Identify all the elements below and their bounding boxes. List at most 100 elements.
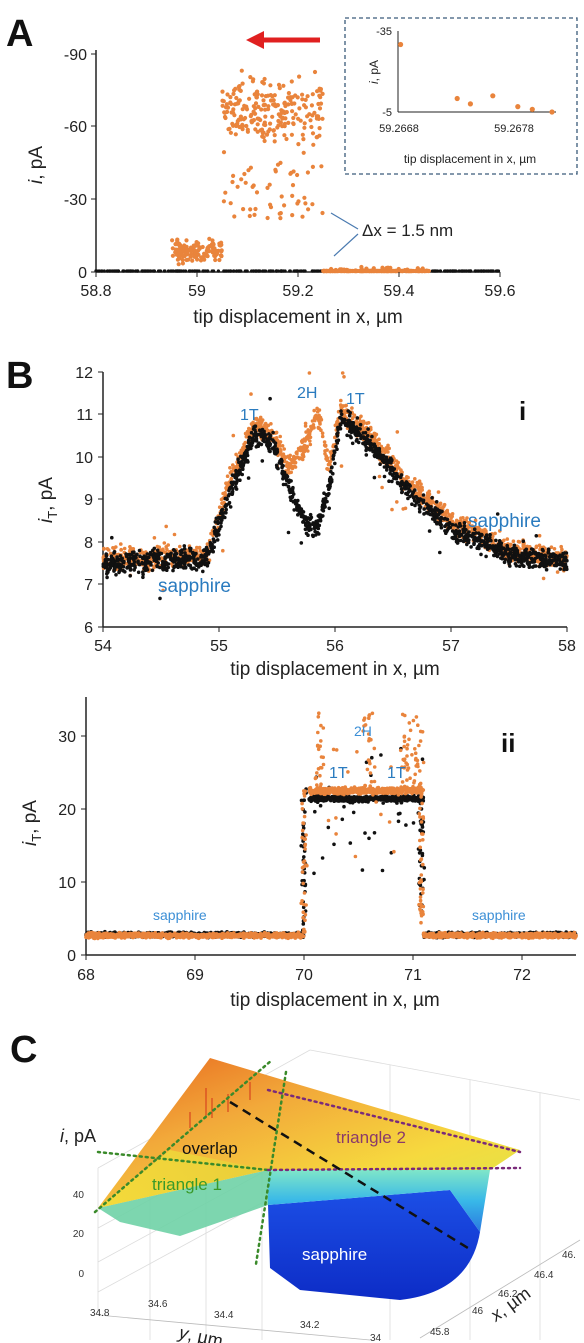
data-point: [181, 561, 186, 565]
data-point: [302, 125, 307, 130]
data-point: [494, 538, 498, 543]
data-point: [198, 258, 204, 263]
data-point: [212, 545, 216, 549]
data-point: [449, 269, 453, 273]
data-point: [230, 179, 235, 185]
data-point: [339, 398, 343, 403]
panel-b-i-y-axis-label: iT, pA: [36, 477, 60, 523]
panel-label-a: A: [6, 13, 33, 55]
data-point: [290, 193, 295, 198]
data-point: [112, 569, 116, 573]
data-point: [267, 432, 271, 436]
data-point: [201, 548, 206, 553]
data-point: [307, 371, 312, 375]
data-point: [288, 453, 293, 458]
data-point: [372, 475, 377, 480]
data-point: [268, 396, 272, 401]
data-point: [183, 565, 188, 569]
data-point: [361, 420, 366, 425]
inset-xtick-label: 59.2668: [379, 123, 419, 135]
data-point: [231, 123, 236, 128]
data-point: [291, 121, 296, 126]
data-point: [312, 408, 317, 413]
data-point: [206, 269, 210, 273]
data-point: [210, 238, 215, 243]
data-point: [235, 184, 240, 189]
data-point: [255, 122, 260, 127]
data-point: [297, 457, 302, 461]
data-point: [204, 545, 209, 550]
data-point: [479, 532, 484, 537]
data-point: [280, 469, 285, 474]
data-point: [354, 433, 358, 438]
data-point: [136, 559, 140, 563]
data-point: [364, 268, 369, 274]
data-point: [327, 506, 332, 511]
data-point: [283, 116, 288, 121]
data-point: [253, 206, 258, 212]
data-point: [279, 269, 283, 273]
data-point: [169, 269, 173, 273]
data-point: [228, 95, 233, 100]
inset-y-axis-label: i, pA: [367, 60, 381, 84]
data-point: [234, 452, 238, 457]
data-point: [308, 118, 313, 123]
data-point: [264, 433, 268, 437]
data-point: [223, 493, 228, 497]
data-point: [195, 545, 199, 550]
data-point: [329, 268, 334, 274]
panel-b-i-y-ticks: 6 7 8 9 10 11 12: [75, 365, 103, 637]
data-point: [507, 547, 512, 552]
data-point: [394, 459, 399, 463]
data-point: [260, 131, 265, 136]
data-point: [413, 477, 417, 481]
data-point: [232, 214, 237, 219]
data-point: [339, 464, 344, 468]
data-point: [237, 269, 241, 273]
data-point: [279, 449, 283, 453]
data-point: [308, 517, 312, 522]
data-point: [380, 459, 385, 463]
data-point: [221, 548, 225, 553]
data-point: [263, 436, 267, 440]
data-point: [152, 536, 157, 540]
data-point: [532, 559, 537, 564]
panel-a-xtick-label: 59.2: [282, 283, 313, 300]
data-point: [330, 465, 334, 470]
data-point: [342, 417, 347, 422]
data-point: [172, 532, 177, 537]
inset-x-axis-label: tip displacement in x, µm: [404, 152, 536, 166]
inset-frame: [344, 17, 578, 175]
data-point: [145, 552, 150, 556]
data-point: [310, 269, 314, 273]
data-point: [303, 97, 308, 102]
data-point: [327, 484, 332, 489]
data-point: [230, 482, 235, 487]
data-point: [212, 525, 216, 530]
data-point: [415, 266, 420, 271]
data-point: [243, 180, 248, 185]
data-point: [320, 210, 325, 216]
data-point: [290, 459, 295, 464]
inset-data-point: [549, 109, 555, 115]
data-point: [241, 207, 246, 212]
data-point: [179, 552, 183, 556]
data-point: [238, 471, 242, 476]
data-point: [196, 557, 200, 561]
data-point: [231, 473, 235, 478]
data-point: [220, 89, 225, 94]
data-point: [385, 461, 389, 465]
panel-a-ytick-label: 0: [78, 265, 87, 282]
data-point: [487, 544, 491, 548]
data-point: [405, 267, 410, 272]
data-point: [305, 170, 310, 175]
data-point: [286, 91, 291, 96]
data-point: [380, 485, 384, 490]
data-point: [324, 492, 329, 497]
data-point: [118, 554, 123, 558]
data-point: [398, 475, 403, 480]
data-point: [203, 252, 209, 257]
data-point: [284, 476, 289, 481]
data-point: [197, 269, 201, 273]
data-point: [171, 568, 175, 573]
